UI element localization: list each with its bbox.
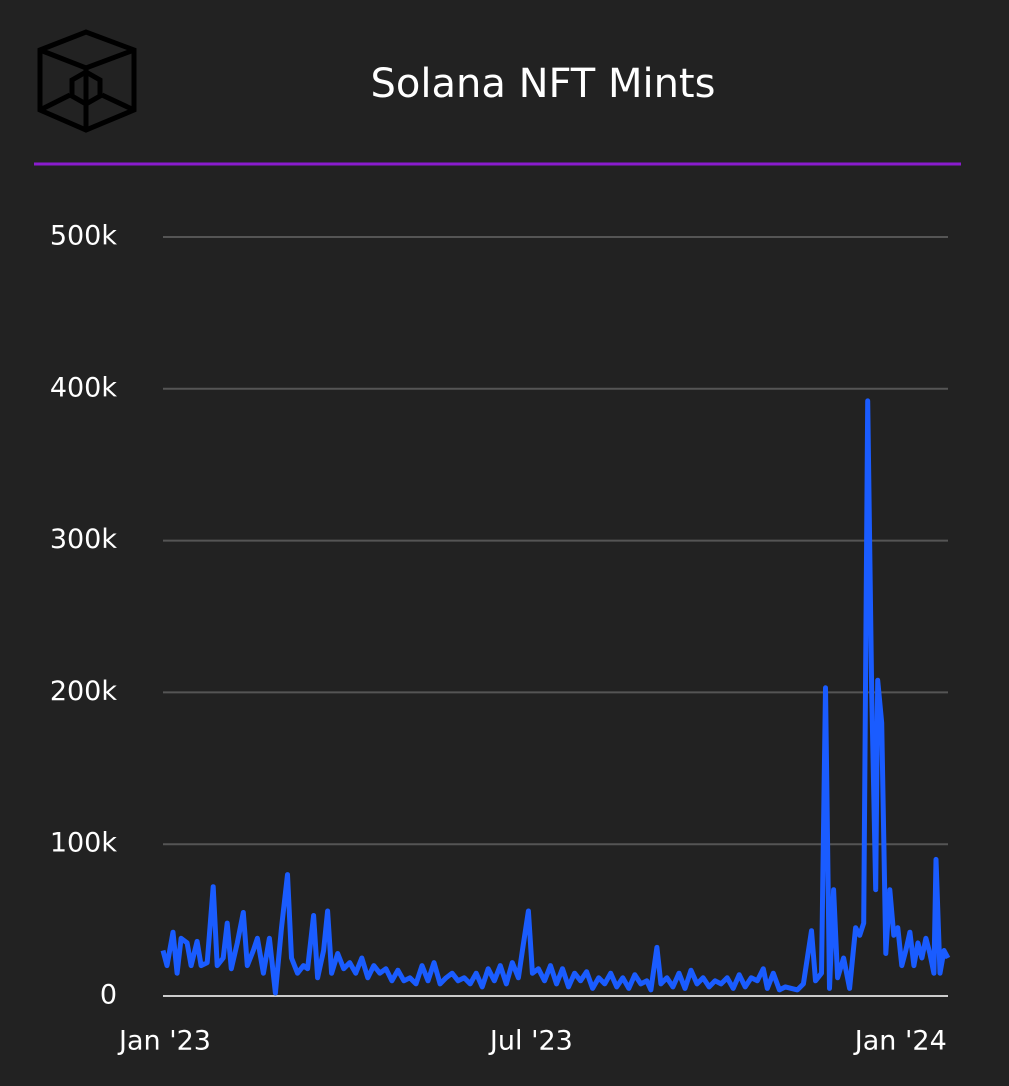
x-tick-label: Jan '23 — [117, 1026, 211, 1057]
y-tick-label: 200k — [50, 676, 118, 707]
logo — [37, 29, 137, 133]
data-line — [160, 398, 951, 996]
x-tick-label: Jul '23 — [488, 1026, 573, 1057]
y-tick-label: 400k — [50, 372, 118, 403]
chart-title: Solana NFT Mints — [371, 61, 716, 107]
y-tick-label: 500k — [50, 221, 118, 252]
y-tick-label: 100k — [50, 828, 118, 859]
x-tick-label: Jan '24 — [853, 1026, 947, 1057]
y-tick-label: 0 — [100, 980, 117, 1011]
y-tick-label: 300k — [50, 524, 118, 555]
